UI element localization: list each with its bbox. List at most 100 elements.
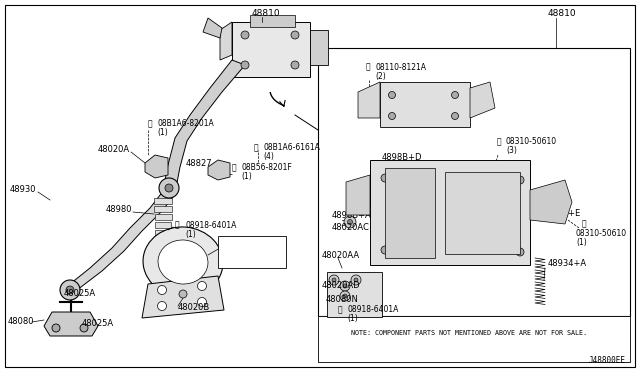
Circle shape [340, 291, 350, 301]
Text: 48930: 48930 [10, 186, 36, 195]
Text: 08310-50610: 08310-50610 [576, 230, 627, 238]
Circle shape [179, 290, 187, 298]
Bar [445, 172, 520, 254]
Text: 08310-50610: 08310-50610 [506, 138, 557, 147]
Polygon shape [203, 18, 222, 38]
Bar [310, 30, 328, 65]
Circle shape [52, 324, 60, 332]
Text: 48934+A: 48934+A [548, 260, 587, 269]
Text: 48080N: 48080N [326, 295, 359, 304]
Text: Ⓑ: Ⓑ [254, 144, 259, 153]
Circle shape [354, 278, 358, 282]
Bar [155, 230, 171, 236]
Circle shape [241, 61, 249, 69]
Bar [155, 222, 172, 228]
Text: (1): (1) [241, 173, 252, 182]
Text: 48020B: 48020B [178, 304, 211, 312]
Text: 48080: 48080 [8, 317, 35, 327]
Text: 48020A: 48020A [98, 145, 130, 154]
Text: (1): (1) [576, 238, 587, 247]
Text: 08B1A6-8201A: 08B1A6-8201A [157, 119, 214, 128]
Bar [232, 22, 310, 77]
Text: 08B1A6-6161A: 08B1A6-6161A [263, 144, 320, 153]
Circle shape [388, 112, 396, 119]
Circle shape [343, 294, 347, 298]
Circle shape [348, 219, 353, 224]
Polygon shape [530, 180, 572, 224]
Circle shape [426, 174, 434, 182]
Text: Ⓢ: Ⓢ [582, 219, 587, 228]
Polygon shape [358, 82, 380, 118]
Circle shape [381, 174, 389, 182]
Text: 48810: 48810 [548, 9, 577, 18]
Circle shape [66, 286, 74, 294]
Circle shape [343, 284, 347, 288]
Text: 48020AC: 48020AC [332, 224, 370, 232]
Text: 48020AD: 48020AD [322, 280, 360, 289]
Text: 48827: 48827 [186, 160, 212, 169]
Circle shape [198, 282, 207, 291]
Text: (4): (4) [263, 153, 274, 161]
Circle shape [340, 281, 350, 291]
Polygon shape [44, 312, 98, 336]
Circle shape [198, 298, 207, 307]
Text: (2): (2) [375, 71, 386, 80]
Circle shape [351, 275, 361, 285]
Text: 08918-6401A: 08918-6401A [185, 221, 236, 230]
Circle shape [451, 92, 458, 99]
Text: 48025A: 48025A [82, 320, 114, 328]
Circle shape [329, 275, 339, 285]
Ellipse shape [158, 240, 208, 284]
Text: (1): (1) [347, 314, 358, 324]
Text: Ⓝ: Ⓝ [338, 305, 342, 314]
Ellipse shape [143, 227, 223, 297]
Text: Ⓢ: Ⓢ [366, 62, 371, 71]
Bar [318, 316, 630, 362]
Circle shape [157, 301, 166, 311]
Circle shape [344, 216, 356, 228]
Text: 08918-6401A: 08918-6401A [347, 305, 398, 314]
Text: 4898B+E: 4898B+E [542, 209, 581, 218]
Text: 08110-8121A: 08110-8121A [375, 62, 426, 71]
Circle shape [165, 184, 173, 192]
Polygon shape [164, 60, 245, 188]
Text: (3): (3) [506, 147, 517, 155]
Text: Ⓑ: Ⓑ [148, 119, 152, 128]
Circle shape [451, 112, 458, 119]
Bar [218, 236, 286, 268]
Circle shape [388, 92, 396, 99]
Bar [385, 168, 435, 258]
Text: 4898B+D: 4898B+D [382, 153, 422, 161]
Text: NOTE: COMPONENT PARTS NOT MENTIONED ABOVE ARE NOT FOR SALE.: NOTE: COMPONENT PARTS NOT MENTIONED ABOV… [351, 330, 587, 336]
Circle shape [354, 188, 362, 196]
Bar [370, 160, 530, 265]
Circle shape [291, 31, 299, 39]
Text: 48342N: 48342N [222, 240, 255, 248]
Text: 4898B+A: 4898B+A [332, 212, 372, 221]
Bar [154, 214, 172, 220]
Bar [250, 15, 295, 27]
Circle shape [80, 324, 88, 332]
Text: 48025A: 48025A [64, 289, 96, 298]
Circle shape [354, 204, 362, 212]
Circle shape [241, 31, 249, 39]
Text: 08B56-8201F: 08B56-8201F [241, 164, 292, 173]
Bar [154, 206, 172, 212]
Bar [318, 48, 630, 316]
Circle shape [516, 248, 524, 256]
Circle shape [159, 178, 179, 198]
Bar [380, 82, 470, 127]
Text: (1): (1) [185, 230, 196, 238]
Text: Ⓝ: Ⓝ [175, 221, 180, 230]
Bar [154, 198, 172, 204]
Polygon shape [145, 155, 168, 178]
Bar [327, 272, 382, 317]
Text: Ⓢ: Ⓢ [497, 138, 502, 147]
Text: 48810: 48810 [252, 9, 280, 18]
Circle shape [157, 285, 166, 295]
Circle shape [291, 61, 299, 69]
Text: 48020AA: 48020AA [322, 251, 360, 260]
Text: 48980: 48980 [106, 205, 132, 215]
Circle shape [381, 246, 389, 254]
Circle shape [516, 176, 524, 184]
